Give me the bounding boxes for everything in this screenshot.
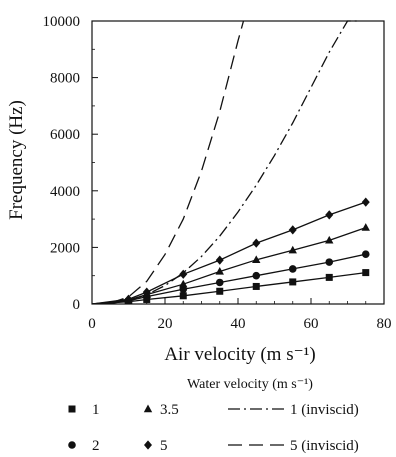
data-point-square <box>216 287 224 295</box>
x-axis-title: Air velocity (m s⁻¹) <box>164 344 315 365</box>
data-point-circle <box>361 250 370 258</box>
legend-label: 5 (inviscid) <box>290 438 359 454</box>
data-point-circle <box>325 258 334 266</box>
x-tick-label: 20 <box>158 316 173 332</box>
series-5 <box>110 20 361 304</box>
data-point-diamond <box>142 287 151 297</box>
series-line-2 <box>92 253 366 304</box>
legend-label: 1 (inviscid) <box>290 402 359 418</box>
legend-symbol-triangle <box>143 404 153 413</box>
y-tick-label: 6000 <box>50 127 80 143</box>
data-point-diamond <box>325 210 334 220</box>
legend-item-1: 1 <box>68 402 100 418</box>
x-tick-label: 60 <box>304 316 319 332</box>
data-point-square <box>362 269 370 277</box>
data-point-diamond <box>124 294 133 304</box>
legend-item-6: 5 (inviscid) <box>228 438 359 454</box>
legend-symbol-diamond <box>144 440 152 450</box>
data-point-square <box>179 292 187 300</box>
data-point-circle <box>288 265 297 273</box>
data-point-diamond <box>288 225 297 235</box>
y-axis-title: Frequency (Hz) <box>6 100 27 220</box>
plot-frame <box>91 20 385 305</box>
series-4 <box>92 197 370 304</box>
x-tick-label: 80 <box>377 316 392 332</box>
axes-layer: 0 20 40 60 80 0 2000 4000 6000 8000 10000 <box>43 14 392 332</box>
data-point-triangle <box>288 245 297 254</box>
data-point-square <box>289 278 297 286</box>
legend-item-2: 3.5 <box>143 402 179 418</box>
legend-label: 2 <box>92 438 100 454</box>
data-point-diamond <box>252 238 261 248</box>
data-point-triangle <box>325 235 334 244</box>
data-point-circle <box>252 271 261 280</box>
y-tick-label: 10000 <box>43 14 81 30</box>
legend-label: 1 <box>92 402 100 418</box>
series-line-6 <box>110 20 245 304</box>
data-point-triangle <box>179 279 188 288</box>
legend: 1 3.5 1 (inviscid) 2 5 5 (inviscid) <box>68 402 359 454</box>
data-point-triangle <box>252 255 261 264</box>
y-tick-label: 4000 <box>50 184 80 200</box>
y-tick-label: 8000 <box>50 71 80 87</box>
x-tick-label: 40 <box>231 316 246 332</box>
legend-item-5: 5 <box>144 438 168 454</box>
legend-item-4: 2 <box>68 438 100 454</box>
y-tick-label: 2000 <box>50 240 80 256</box>
data-point-square <box>252 282 260 290</box>
data-point-diamond <box>361 197 370 207</box>
data-point-triangle <box>361 223 370 231</box>
data-point-square <box>325 273 333 281</box>
x-tick-label: 0 <box>88 316 96 332</box>
labels-layer: Frequency (Hz) Air velocity (m s⁻¹) Wate… <box>6 100 316 392</box>
legend-symbol-square <box>68 405 76 413</box>
series-layer <box>92 20 370 304</box>
legend-label: 5 <box>160 438 168 454</box>
data-point-diamond <box>179 269 188 279</box>
data-point-triangle <box>215 266 224 275</box>
data-point-circle <box>215 278 224 287</box>
data-point-diamond <box>215 255 224 265</box>
legend-item-3: 1 (inviscid) <box>228 402 359 418</box>
legend-label: 3.5 <box>160 402 179 418</box>
series-6 <box>110 20 245 304</box>
series-line-4 <box>92 201 366 304</box>
legend-symbol-circle <box>68 441 76 449</box>
y-tick-label: 0 <box>73 297 81 313</box>
legend-title: Water velocity (m s⁻¹) <box>187 377 313 392</box>
series-line-5 <box>110 20 361 304</box>
